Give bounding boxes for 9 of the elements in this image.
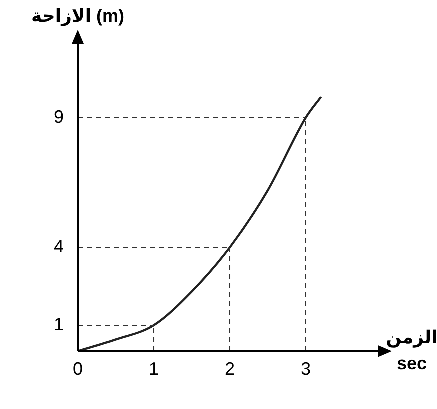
- y-tick-label: 9: [54, 106, 64, 127]
- line-series: [78, 96, 322, 352]
- x-tick-label: 2: [225, 359, 236, 380]
- x-tick-label: 0: [73, 359, 84, 380]
- x-tick-label: 1: [149, 359, 160, 380]
- y-tick-label: 4: [54, 236, 64, 257]
- x-tick-label: 3: [300, 359, 312, 380]
- y-axis-title: الازاحة (m): [32, 6, 125, 27]
- y-tick-label: 1: [54, 314, 64, 334]
